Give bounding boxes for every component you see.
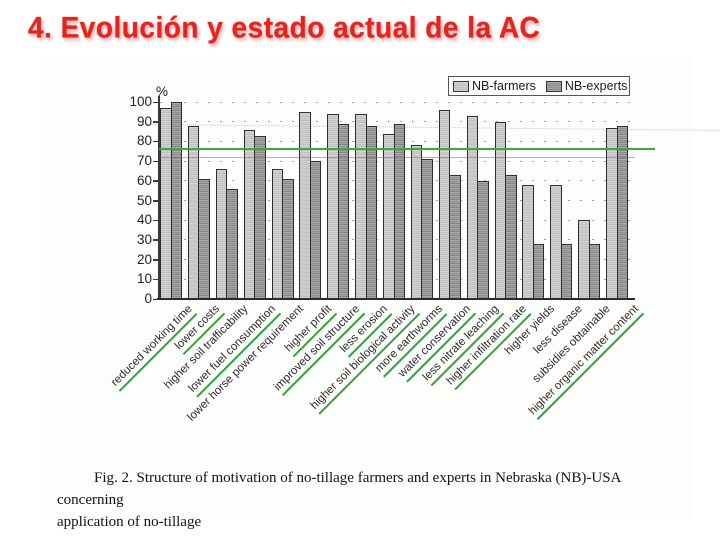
y-tick-label-80: 80 xyxy=(136,133,152,149)
chart-legend: NB-farmers NB-experts xyxy=(448,76,630,96)
bar-nb-farmers-higher-yields xyxy=(522,184,534,299)
y-tick-label-40: 40 xyxy=(136,212,152,228)
y-axis-unit-label: % xyxy=(156,84,169,99)
bar-nb-experts-lower-fuel-consumption xyxy=(254,135,266,299)
bar-nb-experts-less-nitrate-leaching xyxy=(477,180,489,299)
gridline-100 xyxy=(160,101,634,103)
bar-group-subsidies-obtainable xyxy=(578,102,606,299)
bar-nb-experts-higher-soil-trafficability xyxy=(226,188,238,299)
bar-group-lower-horse-power-requirement xyxy=(271,102,300,299)
reference-line-76pct xyxy=(159,148,655,150)
bar-group-less-nitrate-leaching xyxy=(466,102,495,299)
bar-nb-experts-higher-soil-biological-activity xyxy=(393,123,405,299)
bar-nb-experts-water-conservation xyxy=(449,174,461,299)
bar-nb-experts-subsidies-obtainable xyxy=(588,243,601,299)
bar-nb-experts-more-earthworms xyxy=(421,159,433,299)
bar-group-improved-soil-structure xyxy=(327,102,355,299)
bar-group-more-earthworms xyxy=(410,102,439,299)
y-tick-label-30: 30 xyxy=(136,231,152,247)
y-tick-label-60: 60 xyxy=(136,172,152,188)
bar-nb-experts-lower-costs xyxy=(198,178,210,299)
bar-group-higher-yields xyxy=(522,102,550,299)
legend-label-experts: NB-experts xyxy=(564,79,628,93)
bar-nb-experts-higher-profit xyxy=(309,161,322,299)
bar-nb-experts-reduced-working-time xyxy=(170,102,182,299)
y-tick-label-0: 0 xyxy=(144,291,152,306)
y-tick-mark-90 xyxy=(153,121,159,123)
bar-nb-experts-lower-horse-power-requirement xyxy=(282,178,294,299)
bar-group-higher-profit xyxy=(299,102,327,299)
bars-container xyxy=(160,102,634,299)
reference-line-72pct xyxy=(159,157,635,158)
bar-group-water-conservation xyxy=(438,102,467,299)
y-tick-label-100: 100 xyxy=(129,94,152,109)
bar-group-higher-soil-trafficability xyxy=(215,102,244,299)
bar-nb-experts-higher-yields xyxy=(532,243,545,299)
x-axis-line xyxy=(157,298,635,300)
y-tick-mark-100 xyxy=(153,101,159,103)
slide-title: 4. Evolución y estado actual de la AC xyxy=(28,11,541,44)
y-tick-mark-70 xyxy=(153,160,159,163)
legend-swatch-farmers-icon xyxy=(453,80,469,92)
bar-group-higher-soil-biological-activity xyxy=(383,102,411,299)
bar-group-higher-infiltration-rate xyxy=(494,102,523,299)
bar-group-reduced-working-time xyxy=(160,102,188,299)
figure-caption: Fig. 2. Structure of motivation of no-ti… xyxy=(57,468,669,533)
y-tick-label-20: 20 xyxy=(136,251,152,267)
y-tick-mark-40 xyxy=(153,219,159,222)
legend-label-farmers: NB-farmers xyxy=(472,79,536,93)
bar-nb-experts-higher-organic-matter-content xyxy=(616,125,628,299)
bar-group-less-erosion xyxy=(355,102,383,299)
y-tick-mark-10 xyxy=(153,278,159,281)
bar-group-less-disease xyxy=(550,102,578,299)
bar-nb-experts-improved-soil-structure xyxy=(337,123,350,299)
bar-nb-experts-higher-infiltration-rate xyxy=(505,174,517,299)
y-tick-mark-50 xyxy=(153,200,159,202)
bar-group-lower-costs xyxy=(187,102,216,299)
y-tick-label-90: 90 xyxy=(136,113,152,129)
figure-caption-line2: application of no-tillage xyxy=(57,513,202,530)
y-axis-line xyxy=(158,96,160,299)
gridline-90 xyxy=(160,121,634,123)
y-tick-label-50: 50 xyxy=(136,192,152,208)
bar-group-lower-fuel-consumption xyxy=(243,102,272,299)
figure-caption-line1: Fig. 2. Structure of motivation of no-ti… xyxy=(57,470,621,508)
bar-nb-farmers-less-disease xyxy=(550,184,562,299)
y-tick-label-10: 10 xyxy=(136,271,152,287)
y-tick-mark-80 xyxy=(153,140,159,143)
y-tick-mark-60 xyxy=(153,180,159,182)
plot-area xyxy=(160,101,634,299)
legend-swatch-experts-icon xyxy=(545,80,562,92)
y-tick-mark-0 xyxy=(153,298,159,300)
bar-nb-experts-less-erosion xyxy=(365,125,378,299)
y-tick-mark-20 xyxy=(153,259,159,261)
y-tick-label-70: 70 xyxy=(136,153,152,169)
bar-group-higher-organic-matter-content xyxy=(606,102,634,299)
bar-nb-experts-less-disease xyxy=(560,243,573,299)
y-tick-mark-30 xyxy=(153,239,159,241)
